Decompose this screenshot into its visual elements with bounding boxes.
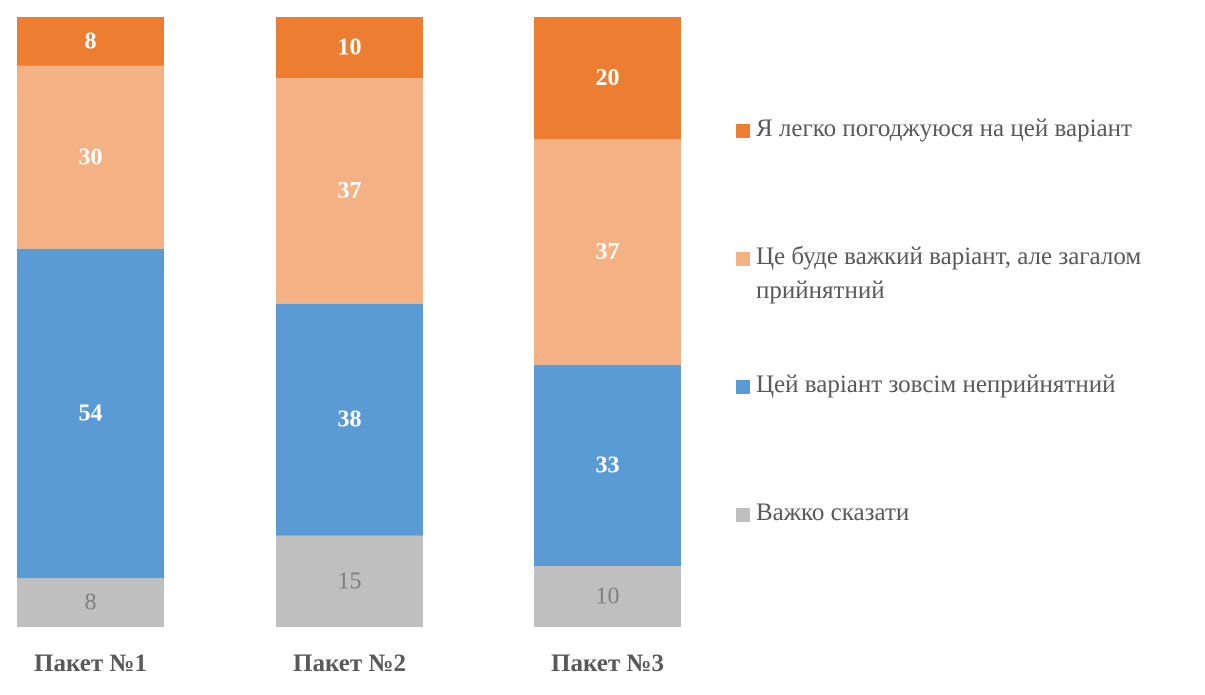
- bar-segment: [534, 364, 681, 566]
- bar-segment: [534, 17, 681, 139]
- legend-swatch: [736, 252, 750, 266]
- legend-label: Цей варіант зовсім неприйнятний: [756, 371, 1116, 398]
- data-label: 10: [596, 584, 620, 610]
- data-label: 33: [596, 452, 620, 478]
- data-label: 15: [338, 568, 362, 594]
- legend-item-unacceptable: Цей варіант зовсім неприйнятний: [736, 368, 1196, 496]
- bar-segment: [276, 17, 423, 78]
- data-label: 37: [338, 178, 362, 204]
- data-label: 8: [85, 590, 97, 616]
- data-label: 37: [596, 239, 620, 265]
- legend-label: Це буде важкий варіант, але загалом прий…: [756, 243, 1142, 304]
- bar-segment: [276, 303, 423, 536]
- data-label: 54: [79, 401, 103, 427]
- bar-segment: [534, 139, 681, 365]
- bar-segment: [276, 535, 423, 627]
- bar-segment: [276, 78, 423, 304]
- data-label: 30: [79, 144, 103, 170]
- data-label: 10: [338, 35, 362, 61]
- legend-swatch: [736, 508, 750, 522]
- data-label: 8: [85, 28, 97, 54]
- data-label: 38: [338, 407, 362, 433]
- legend-swatch: [736, 380, 750, 394]
- legend: Я легко погоджуюся на цей варіант Це буд…: [736, 112, 1196, 536]
- bar-segment: [17, 248, 164, 579]
- data-label: 20: [596, 65, 620, 91]
- legend-item-hard-but-acceptable: Це буде важкий варіант, але загалом прий…: [736, 240, 1196, 368]
- legend-label: Я легко погоджуюся на цей варіант: [756, 115, 1132, 142]
- category-label: Пакет №2: [293, 650, 406, 677]
- category-label: Пакет №1: [34, 650, 147, 677]
- bar-segment: [17, 65, 164, 249]
- bar-segment: [17, 578, 164, 627]
- legend-item-hard-to-say: Важко сказати: [736, 496, 1196, 536]
- bar-segment: [534, 566, 681, 627]
- legend-label: Важко сказати: [756, 499, 910, 526]
- legend-item-easily-agree: Я легко погоджуюся на цей варіант: [736, 112, 1196, 240]
- legend-swatch: [736, 124, 750, 138]
- bar-segment: [17, 17, 164, 66]
- category-label: Пакет №3: [551, 650, 664, 677]
